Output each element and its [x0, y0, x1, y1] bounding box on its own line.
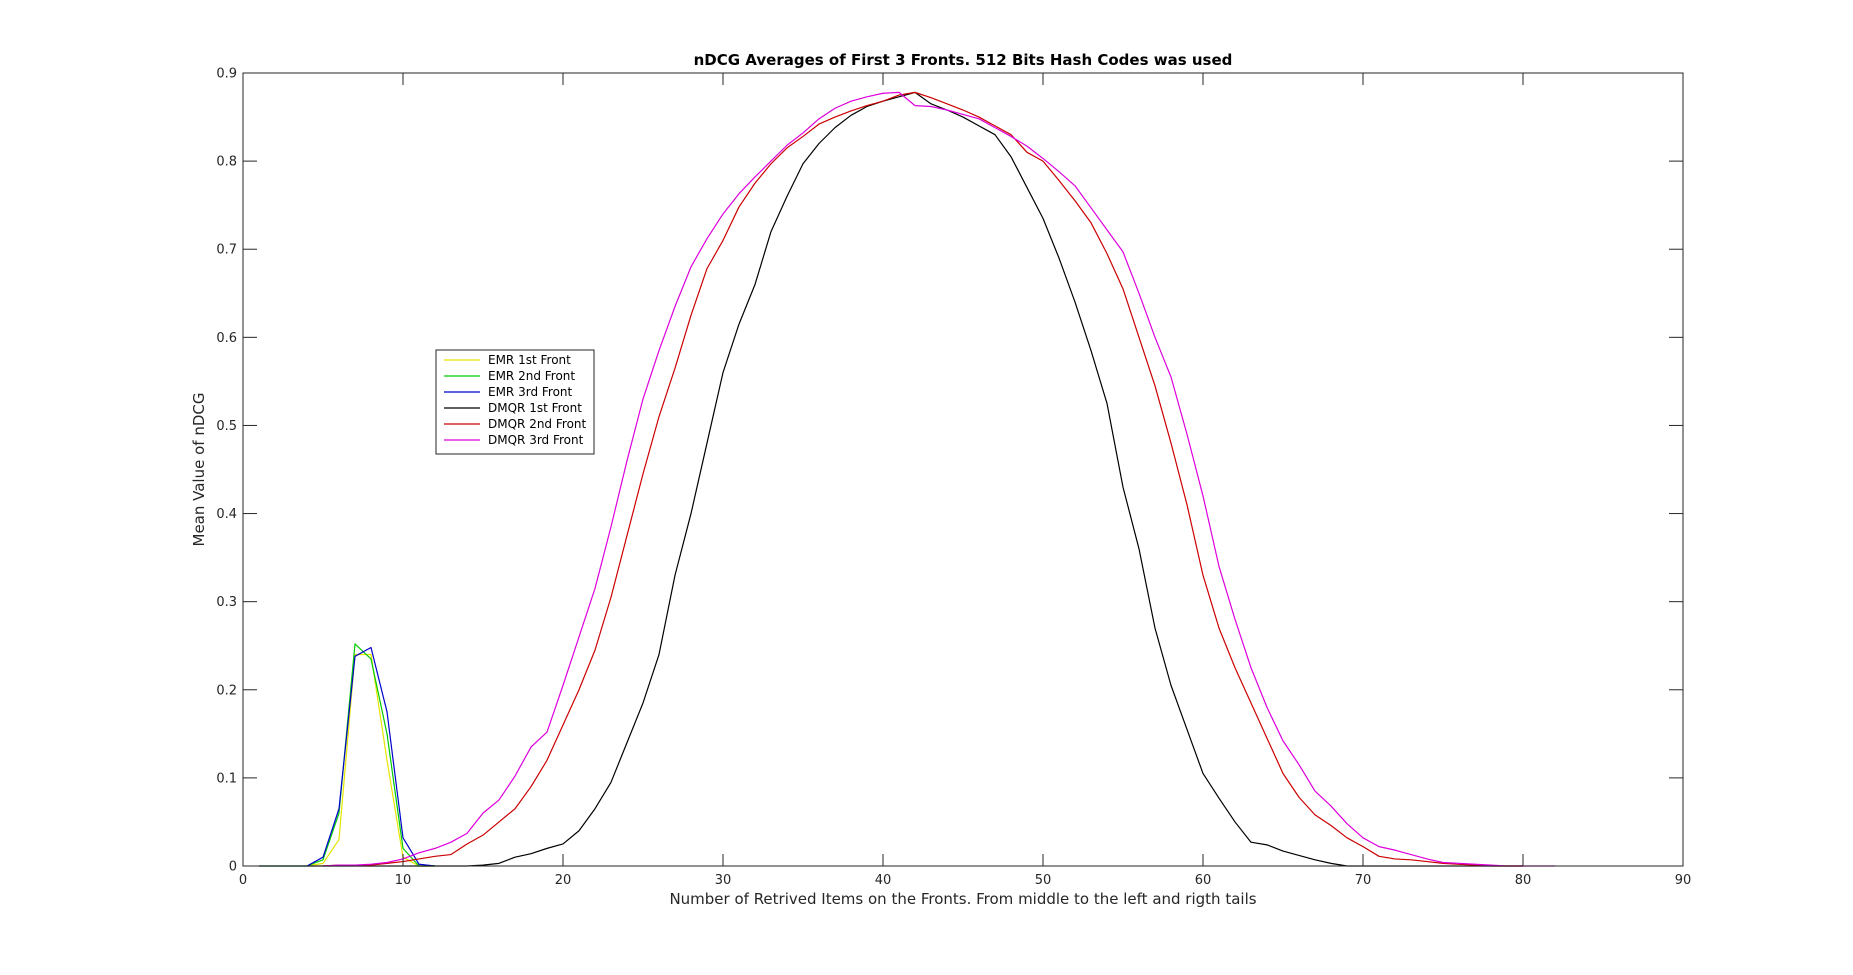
- x-tick-label: 30: [715, 873, 732, 888]
- y-tick-label: 0.5: [216, 419, 237, 434]
- y-tick-label: 0.1: [216, 771, 237, 786]
- y-axis: 0 0.1 0.2 0.3 0.4 0.5 0.6 0.7 0.8 0.9: [216, 67, 1683, 875]
- y-tick-label: 0.8: [216, 155, 237, 170]
- x-tick-label: 70: [1355, 873, 1372, 888]
- y-tick-label: 0.7: [216, 243, 237, 258]
- x-tick-label: 60: [1195, 873, 1212, 888]
- x-tick-label: 40: [875, 873, 892, 888]
- legend-label: EMR 2nd Front: [488, 369, 575, 383]
- y-tick-label: 0: [229, 860, 237, 875]
- y-tick-label: 0.2: [216, 683, 237, 698]
- legend-label: DMQR 1st Front: [488, 401, 582, 415]
- legend-box: [435, 349, 595, 455]
- y-tick-label: 0.4: [216, 507, 237, 522]
- series-line-dmqr-2nd-front: [322, 91, 1523, 867]
- legend-label: DMQR 2nd Front: [488, 417, 587, 431]
- y-tick-label: 0.9: [216, 67, 237, 82]
- legend: EMR 1st Front EMR 2nd Front EMR 3rd Front D…: [435, 349, 595, 455]
- series-line-dmqr-3rd-front: [322, 91, 1555, 867]
- x-tick-label: 90: [1675, 873, 1692, 888]
- x-tick-label: 10: [395, 873, 412, 888]
- x-tick-label: 50: [1035, 873, 1052, 888]
- y-tick-label: 0.3: [216, 595, 237, 610]
- legend-label: EMR 1st Front: [488, 353, 571, 367]
- x-axis-label: Number of Retrived Items on the Fronts. …: [669, 890, 1256, 908]
- legend-label: EMR 3rd Front: [488, 385, 573, 399]
- y-axis-label: Mean Value of nDCG: [190, 393, 208, 547]
- x-tick-label: 80: [1515, 873, 1532, 888]
- legend-label: DMQR 3rd Front: [488, 433, 584, 447]
- x-tick-label: 0: [239, 873, 247, 888]
- plot-area: [243, 73, 1683, 866]
- x-tick-label: 20: [555, 873, 572, 888]
- x-axis: 0 10 20 30 40 50 60 70 80 90: [239, 73, 1691, 888]
- plot-frame: [242, 72, 1684, 867]
- series-line-dmqr-1st-front: [307, 91, 1523, 867]
- chart-title: nDCG Averages of First 3 Fronts. 512 Bit…: [694, 51, 1233, 69]
- y-tick-label: 0.6: [216, 331, 237, 346]
